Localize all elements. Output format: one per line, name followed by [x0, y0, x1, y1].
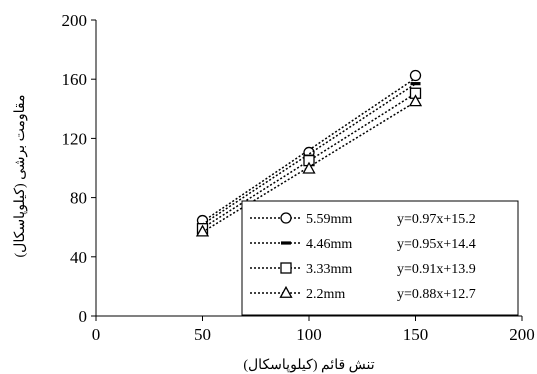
legend-item: 2.2mm y=0.88x+12.7: [250, 285, 476, 302]
data-point: [410, 82, 421, 86]
legend-marker: [281, 241, 291, 245]
legend-marker: [280, 212, 292, 224]
y-tick-label: 200: [62, 11, 88, 30]
legend-equation: y=0.88x+12.7: [397, 287, 476, 302]
legend-item: 3.33mm y=0.91x+13.9: [250, 262, 476, 277]
y-axis-title: مقاومت برشی (کیلوپاسکال): [13, 94, 28, 257]
legend-equation: y=0.97x+15.2: [397, 212, 476, 227]
legend-series-name: 2.2mm: [306, 287, 345, 302]
plot-series: [195, 69, 423, 237]
x-tick-label: 50: [194, 325, 211, 344]
x-tick-label: 100: [296, 325, 322, 344]
y-tick-label: 160: [62, 70, 88, 89]
legend-marker: [279, 285, 293, 298]
y-tick-label: 0: [79, 307, 88, 326]
legend: 5.59mm y=0.97x+15.2 4.46mm y=0.95x+14.4 3.33…: [241, 200, 519, 316]
legend-equation: y=0.95x+14.4: [397, 237, 476, 252]
data-point: [195, 224, 210, 237]
series-2.2mm: [195, 94, 423, 237]
x-tick-label: 200: [509, 325, 535, 344]
legend-item: 5.59mm y=0.97x+15.2: [250, 212, 476, 227]
legend-item: 4.46mm y=0.95x+14.4: [250, 237, 476, 252]
data-point: [302, 161, 316, 174]
legend-marker: [280, 262, 292, 274]
data-point: [408, 94, 423, 107]
data-point: [409, 69, 422, 82]
x-tick-label: 150: [403, 325, 429, 344]
x-axis-title: تنش قائم (کیلوپاسکال): [243, 358, 374, 373]
legend-equation: y=0.91x+13.9: [397, 262, 476, 277]
legend-series-name: 4.46mm: [306, 237, 352, 252]
y-tick-label: 80: [70, 189, 87, 208]
x-tick-label: 0: [92, 325, 101, 344]
y-tick-label: 120: [62, 129, 88, 148]
legend-series-name: 3.33mm: [306, 262, 352, 277]
trendline: [202, 83, 416, 226]
tick-labels: 0 50 100 150 200 0 40 80 120 160 200: [62, 11, 535, 344]
y-tick-label: 40: [70, 248, 87, 267]
axes: [91, 19, 523, 321]
legend-series-name: 5.59mm: [306, 212, 352, 227]
